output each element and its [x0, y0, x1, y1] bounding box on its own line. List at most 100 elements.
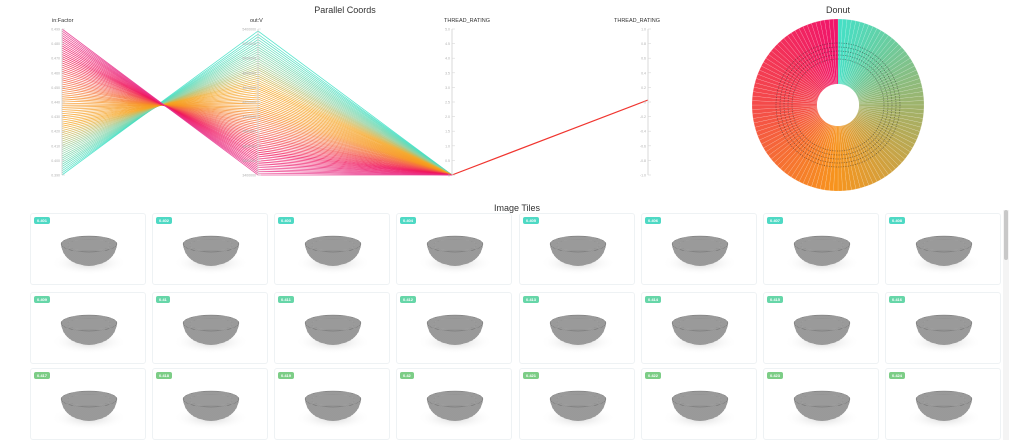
pc-axis-tick: 5000000 — [242, 57, 256, 61]
tile-value-badge: 0.42 — [400, 372, 414, 379]
pc-axis-tick: 0.420 — [51, 130, 60, 134]
pc-axis-tick: 0.450 — [51, 86, 60, 90]
pc-axis-tick: 0.400 — [51, 159, 60, 163]
pc-axis-tick: 3800000 — [242, 144, 256, 148]
pc-axis-tick: 1.5 — [445, 130, 450, 134]
image-tile[interactable]: 0.418 — [152, 368, 268, 440]
tile-value-badge: 0.415 — [767, 296, 784, 303]
bowl-mesh-image — [417, 235, 493, 275]
parallel-coords-chart[interactable]: in:Factor0.4990.4800.4700.4600.4500.4400… — [0, 14, 700, 189]
image-tile[interactable]: 0.409 — [30, 292, 146, 364]
tile-value-badge: 0.401 — [34, 217, 51, 224]
pc-axis-tick: 0.6 — [641, 57, 646, 61]
pc-axis-tick: 2.0 — [445, 115, 450, 119]
bowl-mesh-image — [784, 390, 860, 430]
pc-axis-tick: -0.6 — [640, 144, 646, 148]
bowl-mesh-image — [784, 314, 860, 354]
image-tile[interactable]: 0.424 — [885, 368, 1001, 440]
pc-axis-tick: 4.0 — [445, 57, 450, 61]
tile-value-badge: 0.408 — [889, 217, 906, 224]
tile-value-badge: 0.406 — [645, 217, 662, 224]
image-tile[interactable]: 0.404 — [396, 213, 512, 285]
pc-axis-tick: -0.2 — [640, 115, 646, 119]
pc-axis-tick: 3400000 — [242, 174, 256, 178]
pc-axis-tick: 4000000 — [242, 130, 256, 134]
image-tile[interactable]: 0.417 — [30, 368, 146, 440]
image-tile[interactable]: 0.421 — [519, 368, 635, 440]
pc-axis-tick: 0 — [644, 101, 646, 105]
image-tiles-title: Image Tiles — [493, 203, 541, 213]
image-tile[interactable]: 0.423 — [763, 368, 879, 440]
image-tile[interactable]: 0.414 — [641, 292, 757, 364]
pc-axis-tick: 0.2 — [641, 86, 646, 90]
pc-axis-tick: 0.440 — [51, 101, 60, 105]
image-tile[interactable]: 0.41 — [152, 292, 268, 364]
pc-axis[interactable]: out:V 5400000 5200000 5000000 4800000 4600000… — [242, 18, 263, 178]
pc-axis-tick: 0.460 — [51, 71, 60, 75]
tile-value-badge: 0.41 — [156, 296, 170, 303]
image-tile[interactable]: 0.413 — [519, 292, 635, 364]
pc-axis[interactable]: THREAD_RATING 5.0 4.5 4.0 3.5 3.0 2.5 2.0 1.5 1.0… — [444, 18, 490, 178]
pc-axis-tick: 3.5 — [445, 71, 450, 75]
image-tile[interactable]: 0.412 — [396, 292, 512, 364]
bowl-mesh-image — [662, 314, 738, 354]
image-tile[interactable]: 0.408 — [885, 213, 1001, 285]
tile-value-badge: 0.414 — [645, 296, 662, 303]
bowl-mesh-image — [173, 235, 249, 275]
image-tile[interactable]: 0.406 — [641, 213, 757, 285]
bowl-mesh-image — [417, 314, 493, 354]
pc-axis-label: THREAD_RATING — [614, 18, 660, 24]
donut-title: Donut — [825, 5, 851, 15]
bowl-mesh-image — [540, 235, 616, 275]
image-tile[interactable]: 0.402 — [152, 213, 268, 285]
bowl-mesh-image — [173, 390, 249, 430]
pc-axis-tick: 0.430 — [51, 115, 60, 119]
pc-axis-tick: 0.8 — [641, 42, 646, 46]
bowl-mesh-image — [295, 314, 371, 354]
tile-value-badge: 0.412 — [400, 296, 417, 303]
pc-axis-tick: 4800000 — [242, 71, 256, 75]
pc-axis-tick: 5400000 — [242, 28, 256, 32]
pc-axis-tick: 0.410 — [51, 144, 60, 148]
bowl-mesh-image — [173, 314, 249, 354]
tile-value-badge: 0.422 — [645, 372, 662, 379]
tile-value-badge: 0.405 — [523, 217, 540, 224]
scrollbar-thumb[interactable] — [1004, 210, 1008, 260]
image-tile[interactable]: 0.419 — [274, 368, 390, 440]
bowl-mesh-image — [295, 390, 371, 430]
image-tile[interactable]: 0.411 — [274, 292, 390, 364]
donut-chart[interactable] — [750, 18, 926, 194]
pc-axis-tick: 2.5 — [445, 101, 450, 105]
donut-rings — [775, 42, 901, 168]
bowl-mesh-image — [906, 235, 982, 275]
bowl-mesh-image — [51, 235, 127, 275]
image-tile[interactable]: 0.42 — [396, 368, 512, 440]
image-tile[interactable]: 0.407 — [763, 213, 879, 285]
tile-value-badge: 0.403 — [278, 217, 295, 224]
pc-axis-tick: 4200000 — [242, 115, 256, 119]
tile-value-badge: 0.407 — [767, 217, 784, 224]
pc-axis-tick: 4400000 — [242, 101, 256, 105]
image-tile[interactable]: 0.415 — [763, 292, 879, 364]
pc-axis-tick: 5.0 — [445, 28, 450, 32]
image-tile[interactable]: 0.422 — [641, 368, 757, 440]
tile-value-badge: 0.404 — [400, 217, 417, 224]
image-tile[interactable]: 0.403 — [274, 213, 390, 285]
pc-axis-tick: 0.499 — [51, 28, 60, 32]
bowl-mesh-image — [417, 390, 493, 430]
pc-axis-tick: -1.0 — [640, 174, 646, 178]
image-tile[interactable]: 0.401 — [30, 213, 146, 285]
pc-axis-tick: 0.470 — [51, 57, 60, 61]
bowl-mesh-image — [540, 314, 616, 354]
pc-axis-tick: 0.5 — [445, 159, 450, 163]
scrollbar-track[interactable] — [1003, 210, 1009, 440]
pc-axis-tick: -0.4 — [640, 130, 646, 134]
image-tile[interactable]: 0.405 — [519, 213, 635, 285]
bowl-mesh-image — [662, 390, 738, 430]
tile-value-badge: 0.421 — [523, 372, 540, 379]
tile-value-badge: 0.402 — [156, 217, 173, 224]
bowl-mesh-image — [906, 390, 982, 430]
pc-axis[interactable]: in:Factor 0.499 0.480 0.470 0.460 0.450 0.440 0… — [51, 18, 73, 178]
image-tile[interactable]: 0.416 — [885, 292, 1001, 364]
pc-axis[interactable]: THREAD_RATING 1.0 0.8 0.6 0.4 0.2 0 -0.2 -0.4 -0.… — [614, 18, 660, 178]
